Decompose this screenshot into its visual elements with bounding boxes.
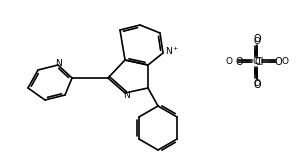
Text: O: O (254, 79, 261, 88)
Text: N: N (55, 59, 61, 67)
Text: O: O (226, 58, 232, 67)
Text: +: + (172, 46, 178, 52)
Text: Cl: Cl (254, 57, 264, 67)
Text: O: O (253, 34, 261, 44)
Text: Cl: Cl (253, 58, 262, 67)
Text: N: N (124, 91, 130, 101)
Text: O: O (253, 80, 261, 90)
Text: N: N (165, 47, 171, 57)
Text: O: O (282, 58, 289, 67)
Text: O=: O= (235, 57, 251, 67)
Text: O: O (254, 37, 261, 45)
Text: =O: =O (268, 57, 284, 67)
